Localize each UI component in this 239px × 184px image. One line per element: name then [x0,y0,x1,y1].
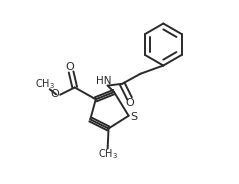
Text: O: O [126,98,135,108]
Text: CH$_3$: CH$_3$ [35,77,55,91]
Text: CH$_3$: CH$_3$ [98,148,118,161]
Text: S: S [130,112,137,122]
Text: O: O [66,62,75,72]
Text: HN: HN [96,76,112,86]
Text: O: O [51,89,60,99]
